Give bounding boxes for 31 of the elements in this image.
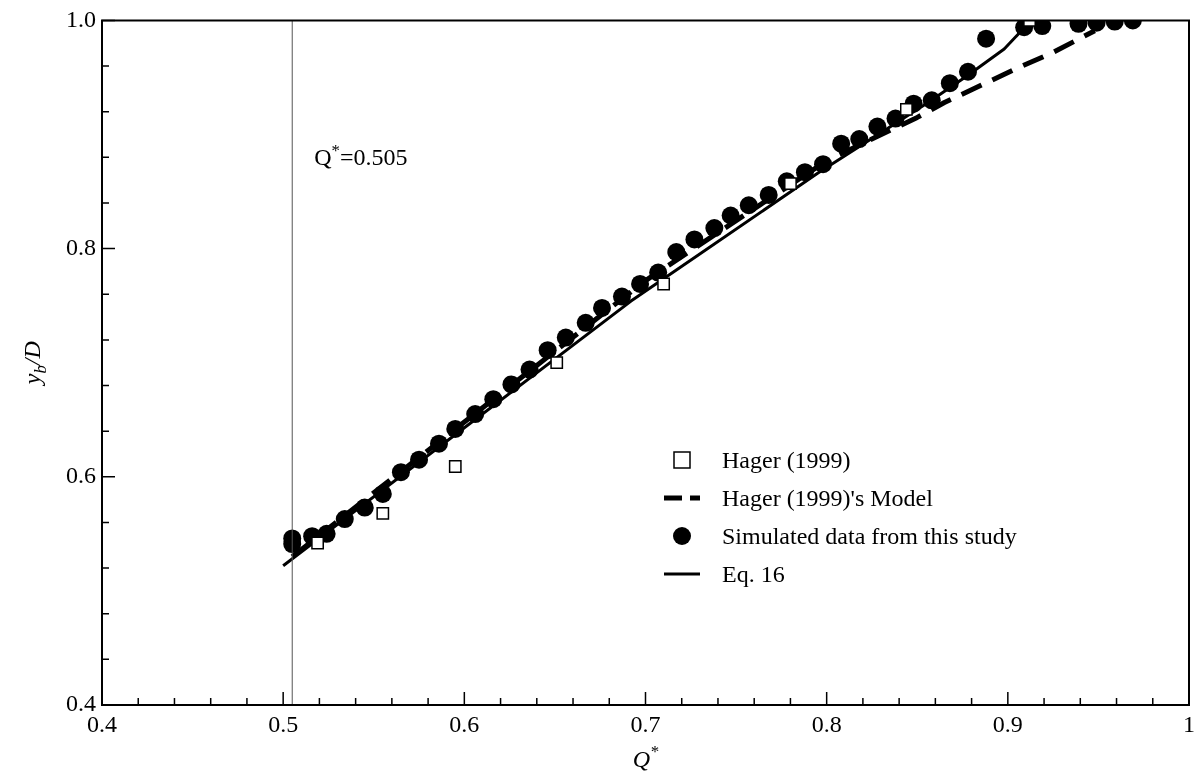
point (958, 62, 977, 81)
x-tick-label: 0.5 (268, 710, 299, 737)
x-axis-title: Q* (632, 742, 659, 772)
point (657, 277, 671, 291)
point (448, 460, 462, 473)
x-tick-label: 1 (1183, 710, 1195, 737)
x-tick-label: 0.7 (630, 710, 661, 737)
x-tick-label: 0.9 (992, 710, 1023, 737)
point (977, 29, 996, 48)
point (376, 506, 390, 520)
point (868, 117, 887, 136)
y-tick-label: 0.6 (66, 462, 96, 489)
point (832, 134, 851, 153)
legend-label: Hager (1999) (722, 447, 851, 473)
y-tick-label: 0.8 (66, 233, 96, 260)
x-tick-label: 0.6 (449, 710, 480, 737)
point (550, 356, 564, 370)
point (739, 196, 758, 215)
legend-label: Eq. 16 (722, 561, 785, 587)
legend-label: Simulated data from this study (722, 523, 1017, 549)
y-axis-title: yb/D (19, 341, 50, 387)
point (311, 536, 324, 550)
legend-label: Hager (1999)'s Model (722, 485, 934, 511)
point (850, 130, 869, 149)
y-tick-label: 1.0 (66, 5, 96, 32)
point (1033, 20, 1052, 36)
point (705, 219, 724, 238)
point (899, 102, 913, 116)
x-tick-label: 0.8 (811, 710, 842, 737)
ref-line-label: Q*=0.505 (314, 140, 408, 171)
point (940, 74, 959, 93)
